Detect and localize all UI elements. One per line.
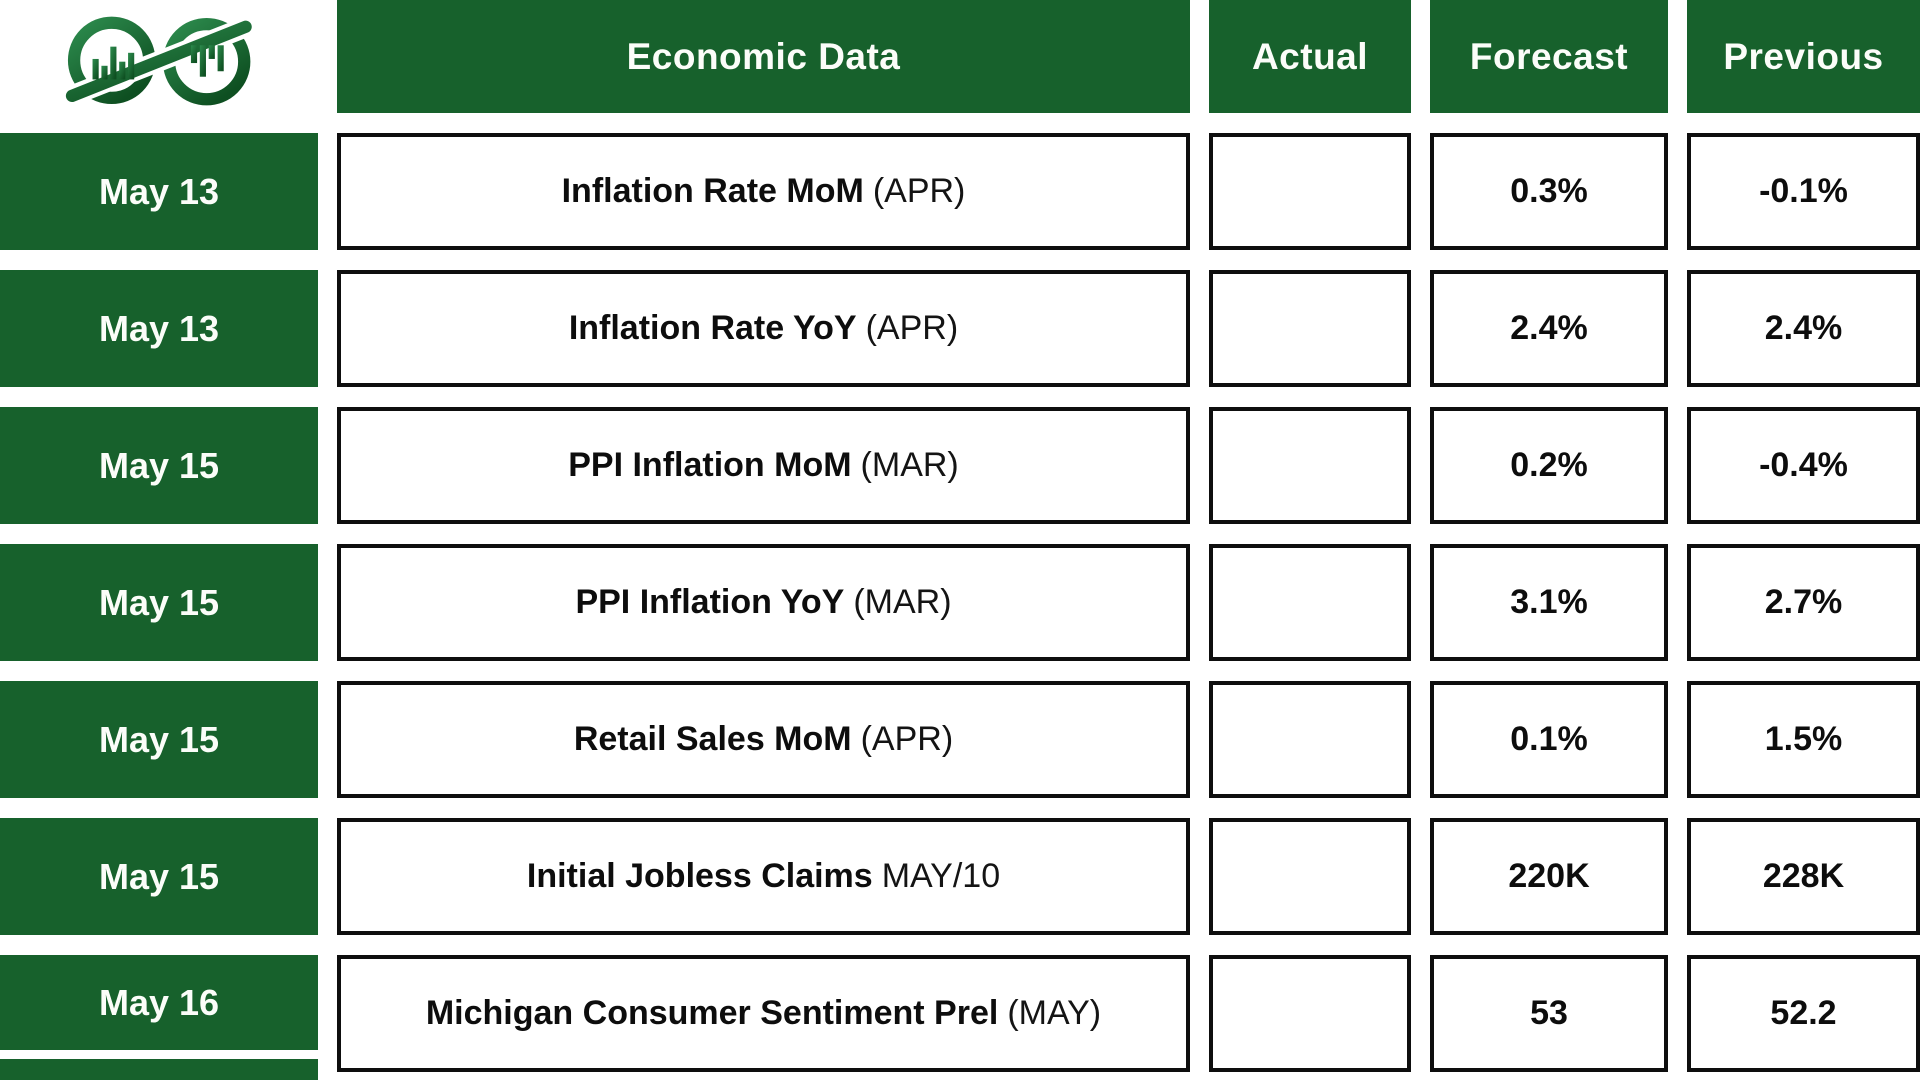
event-cell: Inflation Rate YoY (APR) <box>337 270 1190 387</box>
forecast-cell: 2.4% <box>1430 270 1668 387</box>
header-cell-actual: Actual <box>1209 0 1411 113</box>
event-cell: Initial Jobless Claims MAY/10 <box>337 818 1190 935</box>
event-cell: PPI Inflation MoM (MAR) <box>337 407 1190 524</box>
date-cell: May 15 <box>0 681 318 798</box>
event-cell: Inflation Rate MoM (APR) <box>337 133 1190 250</box>
actual-cell <box>1209 133 1411 250</box>
previous-cell: 2.7% <box>1687 544 1920 661</box>
event-period: MAY/10 <box>881 857 1001 895</box>
actual-cell <box>1209 270 1411 387</box>
forecast-cell: 0.3% <box>1430 133 1668 250</box>
previous-cell: 2.4% <box>1687 270 1920 387</box>
event-period: (APR) <box>865 309 959 347</box>
actual-cell <box>1209 407 1411 524</box>
actual-cell <box>1209 544 1411 661</box>
date-cell: May 15 <box>0 407 318 524</box>
date-cell: May 16 <box>0 955 318 1050</box>
previous-cell: 228K <box>1687 818 1920 935</box>
forecast-cell: 220K <box>1430 818 1668 935</box>
event-period: (MAY) <box>1007 994 1102 1032</box>
forecast-cell: 3.1% <box>1430 544 1668 661</box>
header-cell-economic-data: Economic Data <box>337 0 1190 113</box>
previous-cell: -0.4% <box>1687 407 1920 524</box>
forecast-cell: 0.2% <box>1430 407 1668 524</box>
event-name: PPI Inflation MoM <box>568 446 852 484</box>
event-name: Inflation Rate YoY <box>568 309 857 347</box>
event-name: PPI Inflation YoY <box>575 583 845 621</box>
date-cell: May 15 <box>0 818 318 935</box>
forecast-cell: 53 <box>1430 955 1668 1072</box>
event-period: (MAR) <box>853 583 952 621</box>
date-cell: May 13 <box>0 133 318 250</box>
infinity-bar-chart-logo-icon <box>64 16 253 105</box>
actual-cell <box>1209 818 1411 935</box>
date-cell: May 13 <box>0 270 318 387</box>
header-cell-previous: Previous <box>1687 0 1920 113</box>
previous-cell: 52.2 <box>1687 955 1920 1072</box>
header-cell-forecast: Forecast <box>1430 0 1668 113</box>
date-cell: May 15 <box>0 544 318 661</box>
event-name: Retail Sales MoM <box>573 720 852 758</box>
actual-cell <box>1209 681 1411 798</box>
actual-cell <box>1209 955 1411 1072</box>
event-cell: Michigan Consumer Sentiment Prel (MAY) <box>337 955 1190 1072</box>
event-name: Initial Jobless Claims <box>526 857 873 895</box>
event-period: (APR) <box>872 172 966 210</box>
brand-logo <box>0 0 318 113</box>
previous-cell: 1.5% <box>1687 681 1920 798</box>
event-period: (MAR) <box>860 446 959 484</box>
next-row-partial-date-cell <box>0 1059 318 1080</box>
forecast-cell: 0.1% <box>1430 681 1668 798</box>
previous-cell: -0.1% <box>1687 133 1920 250</box>
event-cell: Retail Sales MoM (APR) <box>337 681 1190 798</box>
event-cell: PPI Inflation YoY (MAR) <box>337 544 1190 661</box>
event-name: Michigan Consumer Sentiment Prel <box>425 994 999 1032</box>
event-period: (APR) <box>860 720 954 758</box>
event-name: Inflation Rate MoM <box>561 172 864 210</box>
